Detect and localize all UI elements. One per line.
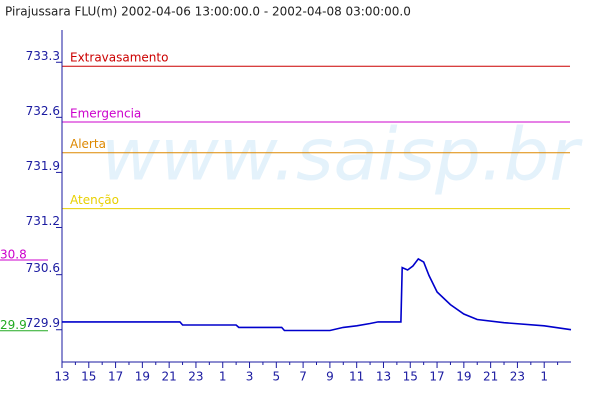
- threshold-label: Extravasamento: [70, 51, 168, 65]
- x-tick-label: 23: [188, 370, 203, 384]
- x-tick-label: 19: [456, 370, 471, 384]
- x-tick-label: 7: [299, 370, 307, 384]
- watermark: www.saisp.br: [101, 113, 583, 197]
- x-tick-label: 1: [219, 370, 227, 384]
- series-line: [62, 257, 572, 332]
- threshold-label: Atenção: [70, 193, 119, 207]
- y-tick-label: 733.3: [26, 49, 60, 63]
- min-marker-label: 29.9: [0, 318, 27, 332]
- x-tick-label: 19: [135, 370, 150, 384]
- max-marker-label: 30.8: [0, 247, 27, 261]
- x-tick-label: 1: [540, 370, 548, 384]
- threshold-label: Emergencia: [70, 107, 141, 121]
- x-tick-label: 11: [349, 370, 364, 384]
- y-tick-label: 730.6: [26, 261, 60, 275]
- y-tick-label: 731.9: [26, 159, 60, 173]
- x-tick-label: 17: [108, 370, 123, 384]
- x-tick-label: 9: [326, 370, 334, 384]
- x-tick-label: 3: [246, 370, 254, 384]
- x-tick-label: 21: [483, 370, 498, 384]
- y-tick-label: 731.2: [26, 214, 60, 228]
- x-tick-label: 17: [429, 370, 444, 384]
- y-tick-label: 732.6: [26, 104, 60, 118]
- x-tick-label: 21: [162, 370, 177, 384]
- x-tick-label: 15: [403, 370, 418, 384]
- threshold-label: Alerta: [70, 137, 106, 151]
- chart-title: Pirajussara FLU(m) 2002-04-06 13:00:00.0…: [5, 5, 411, 19]
- x-tick-label: 23: [510, 370, 525, 384]
- x-tick-label: 5: [272, 370, 280, 384]
- x-tick-label: 13: [376, 370, 391, 384]
- y-tick-label: 729.9: [26, 316, 60, 330]
- x-tick-label: 15: [81, 370, 96, 384]
- x-tick-label: 13: [54, 370, 69, 384]
